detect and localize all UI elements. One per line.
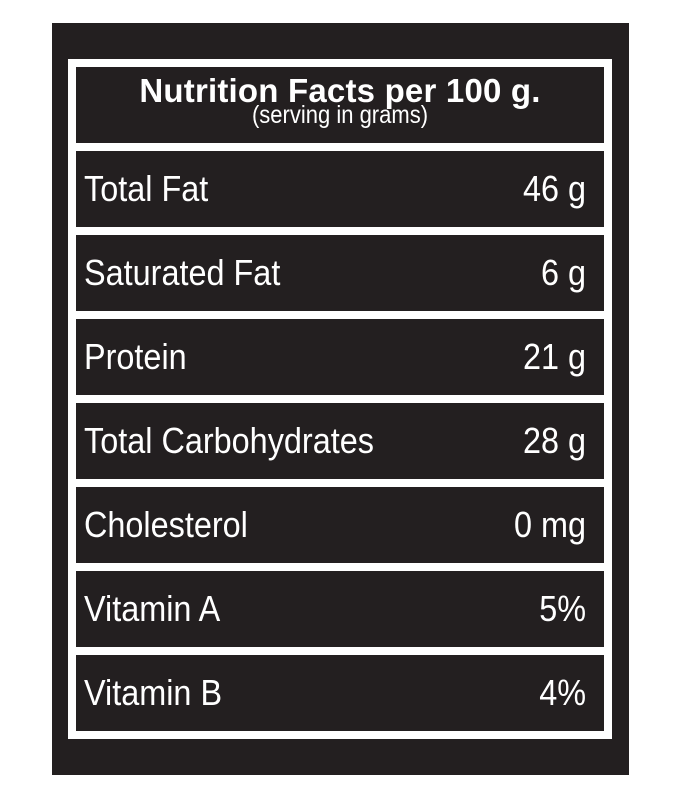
nutrient-row-protein: Protein 21 g bbox=[76, 319, 604, 395]
nutrient-value: 46 g bbox=[522, 168, 586, 209]
nutrient-name: Protein bbox=[84, 336, 187, 377]
nutrient-row-vitamin-a: Vitamin A 5% bbox=[76, 571, 604, 647]
nutrition-header: Nutrition Facts per 100 g. (serving in g… bbox=[76, 67, 604, 143]
nutrient-row-saturated-fat: Saturated Fat 6 g bbox=[76, 235, 604, 311]
nutrient-value: 21 g bbox=[522, 336, 586, 377]
nutrient-value: 28 g bbox=[522, 420, 586, 461]
nutrient-name: Total Carbohydrates bbox=[84, 420, 374, 461]
nutrition-title: Nutrition Facts per 100 g. bbox=[139, 72, 541, 109]
nutrient-value: 0 mg bbox=[513, 504, 586, 545]
nutrient-value: 4% bbox=[539, 672, 586, 713]
nutrient-value: 5% bbox=[539, 588, 586, 629]
nutrition-label: Nutrition Facts per 100 g. (serving in g… bbox=[52, 23, 629, 775]
nutrient-row-cholesterol: Cholesterol 0 mg bbox=[76, 487, 604, 563]
nutrient-row-total-carbohydrates: Total Carbohydrates 28 g bbox=[76, 403, 604, 479]
nutrient-name: Vitamin A bbox=[84, 588, 221, 629]
nutrient-row-vitamin-b: Vitamin B 4% bbox=[76, 655, 604, 731]
nutrient-name: Saturated Fat bbox=[84, 252, 281, 293]
nutrient-name: Total Fat bbox=[84, 168, 209, 209]
nutrient-name: Vitamin B bbox=[84, 672, 223, 713]
nutrient-name: Cholesterol bbox=[84, 504, 248, 545]
nutrition-subtitle: (serving in grams) bbox=[251, 101, 429, 129]
nutrition-table: Nutrition Facts per 100 g. (serving in g… bbox=[68, 59, 612, 739]
nutrient-row-total-fat: Total Fat 46 g bbox=[76, 151, 604, 227]
nutrient-value: 6 g bbox=[540, 252, 586, 293]
